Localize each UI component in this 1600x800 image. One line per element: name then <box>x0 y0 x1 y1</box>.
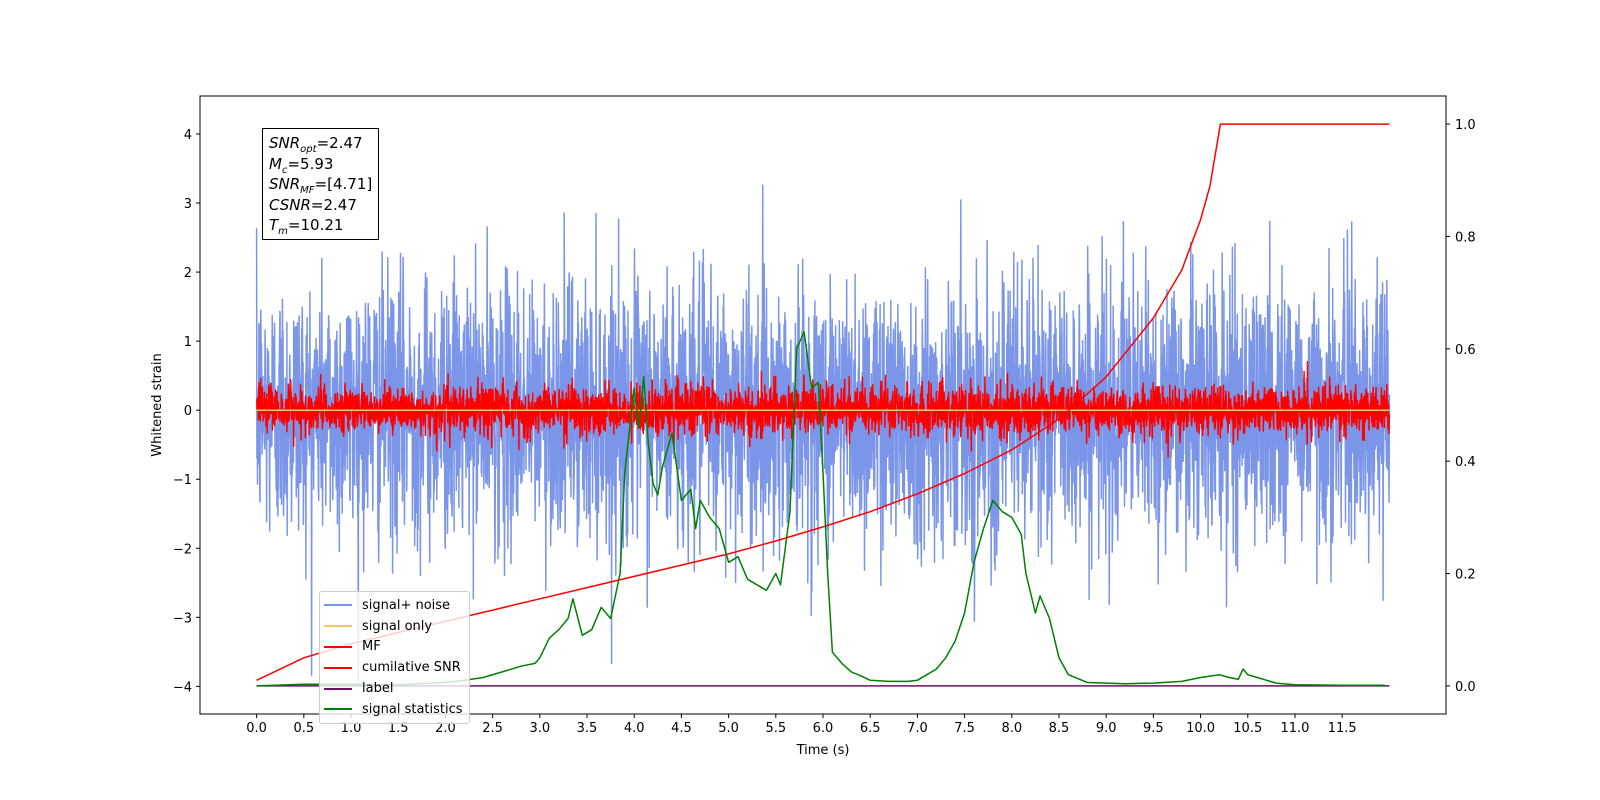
y2-tick-label: 1.0 <box>1455 118 1476 133</box>
y2-tick-label: 0.6 <box>1455 343 1476 358</box>
x-tick-label: 7.0 <box>907 721 928 736</box>
series-mf-line <box>255 360 1391 458</box>
y-axis-ticks: 4 3 2 1 0 −1 −2 −3 −4 <box>173 128 200 695</box>
snr-mf-row: SNRMF=[4.71] <box>269 175 373 196</box>
tm-value: =10.21 <box>287 216 344 234</box>
legend-item-signal-statistics: signal statistics <box>324 699 463 720</box>
legend-swatch <box>324 604 352 607</box>
legend-label: MF <box>362 639 381 655</box>
legend-item-signal-noise: signal+ noise <box>324 595 463 616</box>
x-tick-label: 5.0 <box>718 721 739 736</box>
legend-label: signal only <box>362 618 433 634</box>
y-tick-label: 1 <box>184 335 192 350</box>
x-tick-label: 6.0 <box>813 721 834 736</box>
x-tick-label: 1.0 <box>341 721 362 736</box>
legend-label: label <box>362 681 394 697</box>
x-tick-label: 9.5 <box>1143 721 1164 736</box>
legend-swatch <box>324 645 352 648</box>
y-tick-label: −1 <box>173 473 192 488</box>
y2-tick-label: 0.0 <box>1455 680 1476 695</box>
y-tick-label: −2 <box>173 542 192 557</box>
x-tick-label: 10.5 <box>1233 721 1262 736</box>
x-tick-label: 2.5 <box>482 721 503 736</box>
x-axis-ticks: 0.0 0.5 1.0 1.5 2.0 2.5 3.0 3.5 4.0 4.5 5.0 5.5 6.0 6… <box>246 714 1357 736</box>
x-axis-label: Time (s) <box>796 743 850 758</box>
x-tick-label: 4.5 <box>671 721 692 736</box>
legend-item-cumulative-snr: cumilative SNR <box>324 657 463 678</box>
x-tick-label: 5.5 <box>765 721 786 736</box>
csnr-value: =2.47 <box>310 195 357 214</box>
mc-value: =5.93 <box>287 154 334 173</box>
y-tick-label: −4 <box>173 680 192 695</box>
series-signal-statistics-line <box>256 331 1385 687</box>
legend-label: signal+ noise <box>362 597 451 613</box>
legend-item-mf: MF <box>324 637 463 658</box>
series-signal-noise-line <box>255 184 1391 687</box>
legend-label: signal statistics <box>362 701 463 717</box>
x-tick-label: 0.5 <box>293 721 314 736</box>
y-tick-label: −3 <box>173 611 192 626</box>
legend-swatch <box>324 687 352 690</box>
y2-axis-ticks: 1.0 0.8 0.6 0.4 0.2 0.0 <box>1446 118 1476 695</box>
tm-row: Tm=10.21 <box>269 216 344 237</box>
x-tick-label: 2.0 <box>435 721 456 736</box>
y2-tick-label: 0.2 <box>1455 568 1476 583</box>
x-tick-label: 11.0 <box>1280 721 1309 736</box>
y2-tick-label: 0.4 <box>1455 455 1476 470</box>
snr-mf-value: =[4.71] <box>314 175 373 193</box>
x-tick-label: 7.5 <box>954 721 975 736</box>
snr-opt-value: =2.47 <box>316 134 363 152</box>
y-tick-label: 2 <box>184 266 192 281</box>
x-tick-label: 3.0 <box>529 721 550 736</box>
y-tick-label: 4 <box>184 128 192 143</box>
legend: signal+ noise signal only MF cumilative … <box>319 591 470 724</box>
legend-swatch <box>324 625 352 628</box>
x-tick-label: 9.0 <box>1096 721 1117 736</box>
legend-label: cumilative SNR <box>362 660 461 676</box>
y-tick-label: 3 <box>184 197 192 212</box>
snr-opt-row: SNRopt=2.47 <box>269 134 363 155</box>
x-tick-label: 4.0 <box>624 721 645 736</box>
x-tick-label: 0.0 <box>246 721 267 736</box>
y-axis-label: Whitened strain <box>150 353 165 456</box>
x-tick-label: 10.0 <box>1186 721 1215 736</box>
legend-item-signal-only: signal only <box>324 616 463 637</box>
legend-item-label: label <box>324 678 463 699</box>
x-tick-label: 3.5 <box>577 721 598 736</box>
x-tick-label: 8.5 <box>1049 721 1070 736</box>
x-tick-label: 6.5 <box>860 721 881 736</box>
y2-tick-label: 0.8 <box>1455 230 1476 245</box>
metrics-annotation: SNRopt=2.47 Mc=5.93 SNRMF=[4.71] CSNR=2.… <box>262 128 380 240</box>
legend-swatch <box>324 708 352 711</box>
x-tick-label: 1.5 <box>388 721 409 736</box>
csnr-row: CSNR=2.47 <box>269 195 357 214</box>
x-tick-label: 8.0 <box>1001 721 1022 736</box>
x-tick-label: 11.5 <box>1328 721 1357 736</box>
legend-swatch <box>324 666 352 669</box>
y-tick-label: 0 <box>184 404 192 419</box>
mc-row: Mc=5.93 <box>269 154 334 176</box>
